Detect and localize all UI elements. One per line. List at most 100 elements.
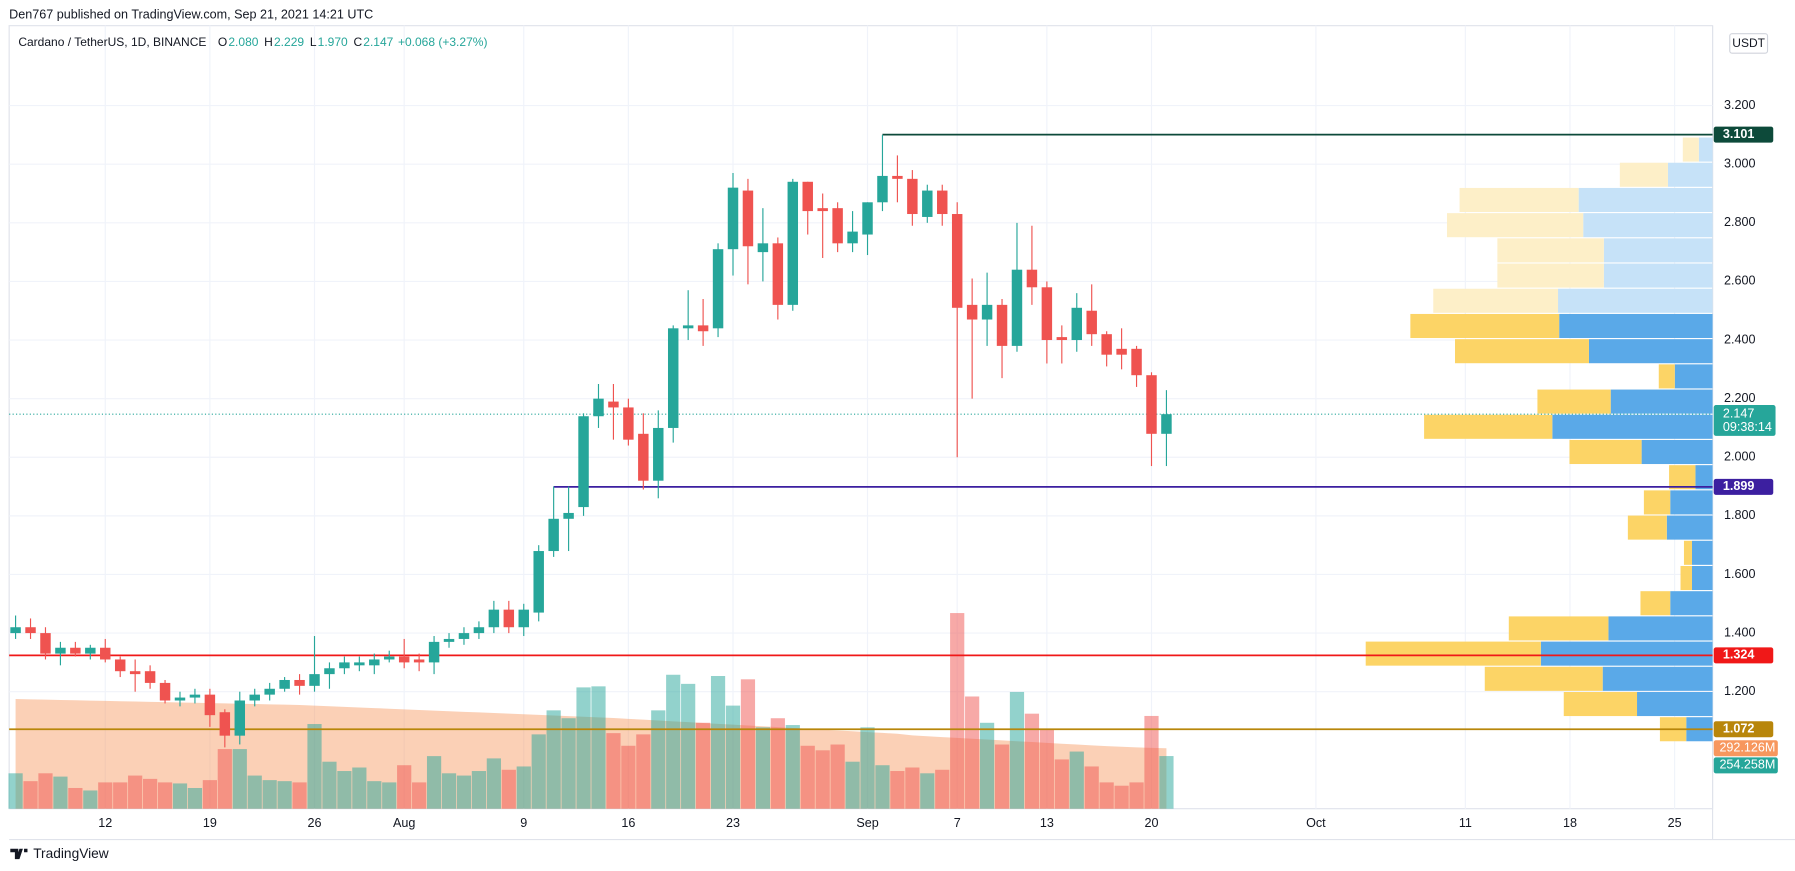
y-tick-label: 3.200: [1724, 98, 1755, 112]
price-label: 2.147: [1723, 407, 1754, 421]
candle-body: [189, 694, 201, 698]
candle-body: [114, 659, 126, 672]
volume-bar: [217, 749, 232, 809]
x-tick-label: 23: [726, 816, 740, 830]
volume-bar: [352, 767, 367, 809]
candle-body: [10, 627, 21, 634]
candle-body: [1101, 334, 1112, 355]
candle-body: [638, 433, 649, 481]
volume-bar: [740, 679, 756, 809]
candle-body: [832, 208, 843, 244]
y-tick-label: 2.200: [1724, 391, 1755, 405]
x-tick-label: 26: [308, 816, 322, 830]
candle-body: [40, 633, 51, 654]
candle-body: [922, 190, 933, 217]
candle-body: [1161, 414, 1172, 434]
volume-bar: [531, 734, 546, 809]
volume-bar: [187, 787, 203, 809]
volume-bar: [337, 771, 352, 809]
candle-body: [1116, 348, 1127, 355]
profile-up: [1637, 691, 1713, 717]
candle-body: [398, 656, 410, 663]
volume-bar: [905, 767, 920, 809]
candle-body: [503, 609, 515, 628]
volume-profile: [1365, 137, 1713, 742]
volume-label-box: [1713, 757, 1778, 774]
x-tick-label: 25: [1668, 816, 1682, 830]
volume-bar: [710, 676, 726, 809]
candle-body: [1026, 269, 1038, 288]
level-label: 1.324: [1723, 648, 1754, 662]
y-tick-label: 3.000: [1724, 157, 1755, 171]
volume-bar: [681, 683, 696, 809]
volume-bar: [232, 749, 247, 809]
candle-body: [428, 641, 440, 663]
volume-bar: [456, 775, 472, 809]
candle-body: [384, 656, 395, 660]
profile-up: [1670, 591, 1713, 616]
candle-body: [159, 682, 171, 701]
legend-item: +0.068 (+3.27%): [398, 35, 488, 49]
candle-body: [55, 647, 66, 654]
volume-bar: [397, 765, 412, 809]
legend-item: 2.080: [228, 35, 258, 49]
volume-bar: [1129, 782, 1144, 809]
candle-body: [309, 674, 320, 686]
volume-bar: [516, 766, 531, 809]
profile-up: [1641, 439, 1713, 465]
currency-box: [1729, 33, 1769, 54]
candle-body: [204, 694, 216, 716]
volume-bar: [143, 778, 158, 809]
candle-body: [369, 659, 380, 666]
candle-body: [85, 647, 96, 654]
candle-body: [1011, 269, 1023, 346]
profile-down: [1537, 389, 1611, 414]
volume-bar: [412, 782, 427, 809]
profile-up: [1610, 389, 1713, 414]
candle-body: [249, 694, 260, 701]
candle-body: [787, 181, 799, 305]
candle-body: [608, 401, 619, 408]
profile-up: [1578, 187, 1713, 212]
candle-body: [996, 304, 1008, 346]
volume-bar: [576, 687, 591, 809]
profile-down: [1365, 641, 1541, 666]
profile-down: [1433, 288, 1559, 313]
candle-body: [951, 214, 963, 308]
volume-bar: [890, 771, 905, 809]
y-tick-label: 2.400: [1724, 332, 1755, 346]
volume-bar: [277, 781, 292, 809]
volume-bar: [591, 686, 606, 809]
profile-down: [1682, 137, 1699, 162]
profile-up: [1603, 238, 1713, 263]
volume-bar: [426, 756, 442, 809]
volume-bar: [546, 710, 561, 809]
volume-bar: [785, 725, 800, 809]
candle-body: [727, 187, 739, 250]
candle-body: [548, 518, 559, 552]
candle-body: [966, 304, 978, 320]
volume-bar: [202, 780, 217, 809]
profile-up: [1667, 162, 1713, 187]
currency: USDT: [1732, 36, 1765, 50]
volume-bar: [666, 674, 681, 809]
volume-bar: [920, 773, 935, 809]
volume-bar: [621, 745, 636, 809]
profile-down: [1508, 616, 1609, 641]
volume-bar: [486, 758, 501, 809]
candle-body: [533, 551, 544, 613]
x-tick-label: 7: [954, 816, 961, 830]
profile-up: [1674, 364, 1713, 389]
legend-item: L: [310, 35, 317, 49]
profile-up: [1695, 465, 1713, 490]
volume-bar: [1024, 713, 1040, 809]
volume-bar: [1039, 728, 1054, 809]
x-tick-label: 16: [621, 816, 635, 830]
volume-bar: [38, 773, 53, 809]
volume-bar: [845, 761, 860, 809]
volume-bar: [262, 780, 277, 809]
profile-down: [1424, 414, 1553, 439]
candle-body: [623, 407, 634, 440]
x-tick-label: 13: [1040, 816, 1054, 830]
